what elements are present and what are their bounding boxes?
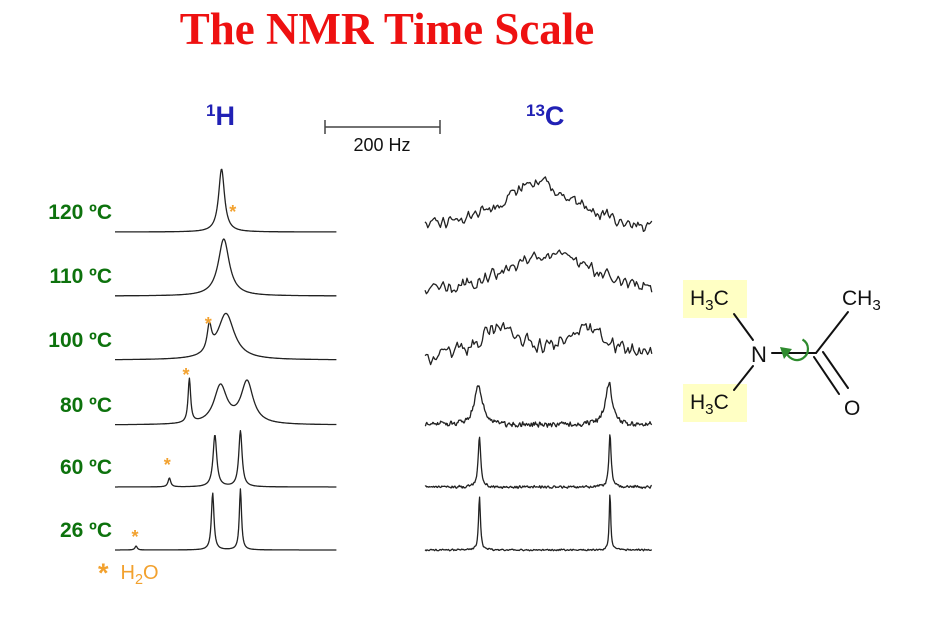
atom-text: H — [120, 562, 135, 584]
h1-symbol: H — [215, 101, 235, 131]
bond-rotation-arrow-icon — [780, 338, 810, 362]
temperature-label-110c: 110 ºC — [49, 265, 112, 288]
molecule-oxygen-label: O — [844, 397, 861, 420]
methyl-highlight-bottom — [683, 384, 747, 422]
atom-text: C — [713, 391, 729, 414]
atom-subscript: 3 — [872, 297, 881, 315]
h1-trace-row-2 — [114, 312, 337, 361]
water-star-marker: * — [182, 365, 189, 385]
water-formula: H2O — [120, 562, 159, 588]
h1-column-label: 1H — [206, 101, 235, 132]
c13-mass-superscript: 13 — [526, 101, 545, 120]
temperature-label-100c: 100 ºC — [48, 329, 112, 352]
methyl-highlight-top — [683, 280, 747, 318]
atom-text: H — [690, 287, 706, 310]
water-star-marker: * — [131, 527, 138, 547]
page-title: The NMR Time Scale — [179, 4, 595, 54]
c13-symbol: C — [544, 101, 565, 131]
h1-trace-row-1 — [114, 238, 337, 297]
molecule-acetyl-methyl-label: CH3 — [842, 287, 881, 314]
atom-text: CH — [842, 287, 873, 310]
asterisk-symbol: * — [98, 558, 109, 588]
c13-trace-row-3 — [424, 381, 653, 428]
c13-trace-row-1 — [424, 249, 653, 295]
atom-text: C — [713, 287, 729, 310]
molecule-bonds — [733, 311, 849, 395]
c13-trace-row-0 — [424, 176, 653, 233]
temperature-label-120c: 120 ºC — [48, 201, 112, 224]
h1-trace-row-0 — [114, 168, 337, 233]
c13-trace-row-4 — [424, 434, 652, 490]
h1-trace-row-5 — [114, 488, 337, 551]
molecule-nitrogen-label: N — [751, 342, 767, 367]
atom-text: O — [142, 562, 159, 584]
atom-subscript: 2 — [134, 572, 143, 588]
temperature-label-26c: 26 ºC — [59, 519, 112, 542]
molecule-nmethyl-top-label: H3C — [690, 287, 729, 314]
scale-bar-label: 200 Hz — [353, 135, 411, 155]
c13-trace-row-5 — [424, 494, 653, 552]
scale-bar — [324, 120, 441, 134]
molecule-nmethyl-bottom-label: H3C — [690, 391, 729, 418]
c13-trace-row-2 — [424, 322, 653, 366]
water-legend: * H2O — [98, 558, 159, 589]
temperature-label-80c: 80 ºC — [59, 394, 112, 417]
h1-mass-superscript: 1 — [206, 101, 216, 120]
atom-subscript: 3 — [705, 297, 714, 315]
c13-column-label: 13C — [526, 101, 564, 132]
water-star-marker: * — [205, 314, 212, 334]
h1-trace-row-4 — [114, 429, 337, 488]
temperature-label-60c: 60 ºC — [59, 456, 112, 479]
water-star-marker: * — [229, 202, 236, 222]
water-star-marker: * — [164, 455, 171, 475]
h1-trace-row-3 — [114, 377, 337, 426]
atom-subscript: 3 — [705, 401, 714, 419]
atom-text: H — [690, 391, 706, 414]
